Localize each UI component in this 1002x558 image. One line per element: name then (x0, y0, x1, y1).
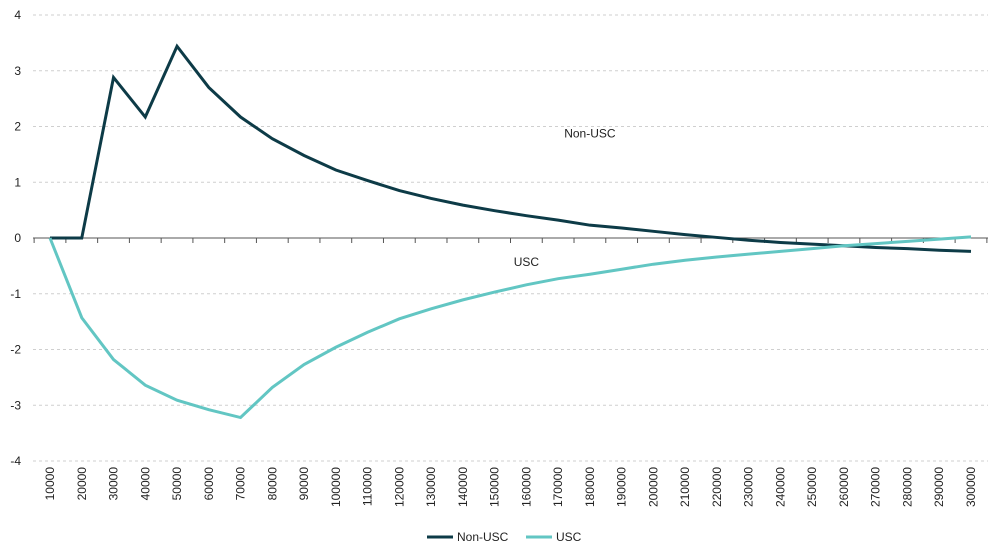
x-tick-label: 70000 (234, 467, 248, 501)
x-tick-label: 190000 (615, 467, 629, 507)
legend-label: Non-USC (457, 530, 509, 544)
series-lines (48, 43, 972, 420)
x-tick-label: 180000 (583, 467, 597, 507)
x-tick-label: 160000 (519, 467, 533, 507)
x-tick-label: 100000 (329, 467, 343, 507)
y-tick-label: 0 (14, 231, 21, 245)
x-tick-label: 10000 (43, 467, 57, 501)
y-tick-label: 1 (14, 175, 21, 189)
x-tick-label: 260000 (837, 467, 851, 507)
x-tick-label: 140000 (456, 467, 470, 507)
series-line-usc (48, 235, 972, 420)
x-tick-label: 280000 (900, 467, 914, 507)
y-axis-tick-labels: 4 3 2 1 0 -1 -2 -3 -4 (10, 8, 21, 468)
x-tick-label: 170000 (551, 467, 565, 507)
x-tick-label: 30000 (107, 467, 121, 501)
x-tick-label: 80000 (265, 467, 279, 501)
x-tick-label: 200000 (646, 467, 660, 507)
y-tick-label: -1 (10, 287, 21, 301)
x-tick-label: 250000 (805, 467, 819, 507)
x-tick-label: 240000 (773, 467, 787, 507)
legend-label: USC (556, 530, 582, 544)
x-tick-label: 110000 (361, 467, 375, 506)
series-line-non-usc (50, 43, 972, 253)
x-tick-label: 60000 (202, 467, 216, 501)
x-tick-label: 210000 (678, 467, 692, 507)
legend: Non-USC USC (427, 530, 582, 544)
x-tick-label: 120000 (392, 467, 406, 507)
x-tick-label: 230000 (742, 467, 756, 507)
x-tick-label: 130000 (424, 467, 438, 507)
y-tick-label: 4 (14, 8, 21, 22)
annotation-label: Non-USC (564, 127, 616, 141)
x-tick-label: 50000 (170, 467, 184, 501)
y-tick-label: 2 (14, 120, 21, 134)
x-tick-label: 20000 (75, 467, 89, 501)
y-tick-label: -4 (10, 454, 21, 468)
annotations: Non-USC USC (514, 127, 616, 269)
x-axis-ticks (33, 238, 988, 243)
x-tick-label: 40000 (138, 467, 152, 501)
y-tick-label: 3 (14, 64, 21, 78)
x-tick-label: 220000 (710, 467, 724, 507)
y-tick-label: -3 (10, 398, 21, 412)
x-axis-tick-labels: 10000 20000 30000 40000 50000 60000 70000 80000… (43, 467, 978, 507)
annotation-label: USC (514, 255, 540, 269)
x-tick-label: 150000 (488, 467, 502, 507)
y-tick-label: -2 (10, 343, 21, 357)
x-tick-label: 90000 (297, 467, 311, 501)
x-tick-label: 300000 (964, 467, 978, 507)
x-tick-label: 290000 (932, 467, 946, 507)
x-tick-label: 270000 (869, 467, 883, 507)
